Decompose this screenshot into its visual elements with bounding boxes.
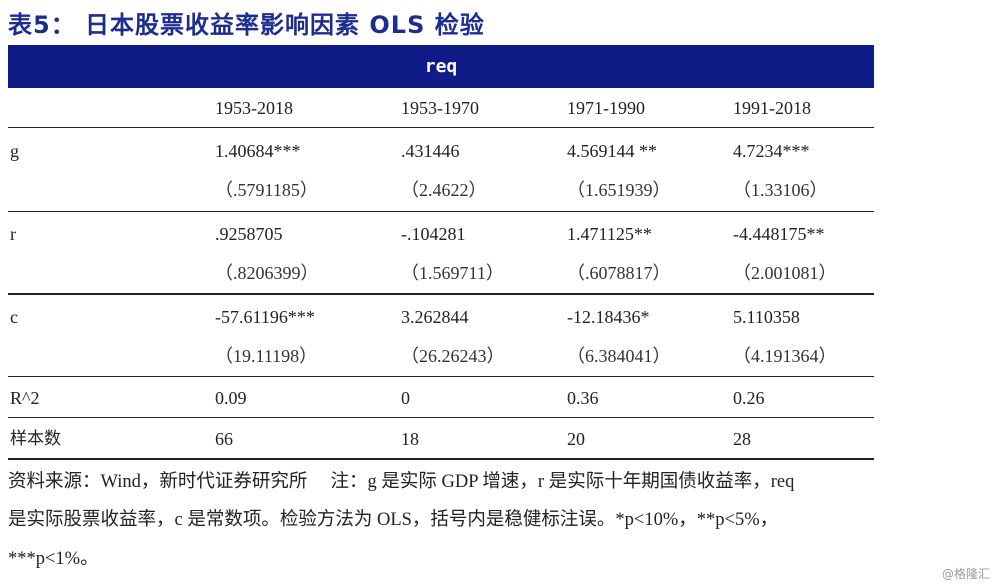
row-label-c: c xyxy=(10,307,18,327)
coef-r-2: -.104281 xyxy=(401,224,466,244)
coef-g-1: 1.40684*** xyxy=(215,141,301,161)
coef-c-2: 3.262844 xyxy=(401,307,469,327)
r2-value-1: 0.09 xyxy=(215,388,247,408)
coef-r-4: -4.448175** xyxy=(733,224,825,244)
dependent-variable-header: req xyxy=(8,45,874,88)
se-r-3: （.6078817） xyxy=(567,263,671,283)
se-g-4: （1.33106） xyxy=(733,180,828,200)
coef-c-4: 5.110358 xyxy=(733,307,800,327)
source-note-line-1: 资料来源：Wind，新时代证券研究所 注：g 是实际 GDP 增速，r 是实际十… xyxy=(8,472,795,492)
sample-size-2: 18 xyxy=(401,429,419,449)
column-header-1: 1953-2018 xyxy=(215,98,293,118)
column-header-2: 1953-1970 xyxy=(401,98,479,118)
watermark: @格隆汇 xyxy=(941,567,990,581)
se-c-4: （4.191364） xyxy=(733,346,837,366)
coef-c-1: -57.61196*** xyxy=(215,307,315,327)
coef-c-3: -12.18436* xyxy=(567,307,650,327)
table-title: 表5： 日本股票收益率影响因素 OLS 检验 xyxy=(8,11,485,39)
se-c-3: （6.384041） xyxy=(567,346,671,366)
sample-size-1: 66 xyxy=(215,429,233,449)
column-header-4: 1991-2018 xyxy=(733,98,811,118)
divider-r xyxy=(8,293,874,295)
r2-value-2: 0 xyxy=(401,388,410,408)
coef-r-1: .9258705 xyxy=(215,224,283,244)
divider-r2 xyxy=(8,417,874,418)
source-note-line-3: ***p<1%。 xyxy=(8,549,99,569)
divider-g xyxy=(8,211,874,212)
row-label-r: r xyxy=(10,224,16,244)
se-g-2: （2.4622） xyxy=(401,180,487,200)
sample-size-3: 20 xyxy=(567,429,585,449)
coef-g-3: 4.569144 ** xyxy=(567,141,657,161)
row-label-r2: R^2 xyxy=(10,388,40,408)
row-label-g: g xyxy=(10,141,19,161)
se-c-1: （19.11198） xyxy=(215,346,318,366)
source-note-line-2: 是实际股票收益率，c 是常数项。检验方法为 OLS，括号内是稳健标注误。*p<1… xyxy=(8,510,779,530)
se-g-3: （1.651939） xyxy=(567,180,671,200)
divider-header xyxy=(8,127,874,128)
se-r-1: （.8206399） xyxy=(215,263,319,283)
coef-g-2: .431446 xyxy=(401,141,460,161)
coef-g-4: 4.7234*** xyxy=(733,141,810,161)
se-r-2: （1.569711） xyxy=(401,263,504,283)
row-label-sample-size: 样本数 xyxy=(10,429,61,449)
r2-value-3: 0.36 xyxy=(567,388,599,408)
column-header-3: 1971-1990 xyxy=(567,98,645,118)
table-bottom-border xyxy=(8,458,874,460)
se-g-1: （.5791185） xyxy=(215,180,318,200)
se-c-2: （26.26243） xyxy=(401,346,505,366)
r2-value-4: 0.26 xyxy=(733,388,765,408)
se-r-4: （2.001081） xyxy=(733,263,837,283)
coef-r-3: 1.471125** xyxy=(567,224,652,244)
divider-c xyxy=(8,376,874,377)
sample-size-4: 28 xyxy=(733,429,751,449)
